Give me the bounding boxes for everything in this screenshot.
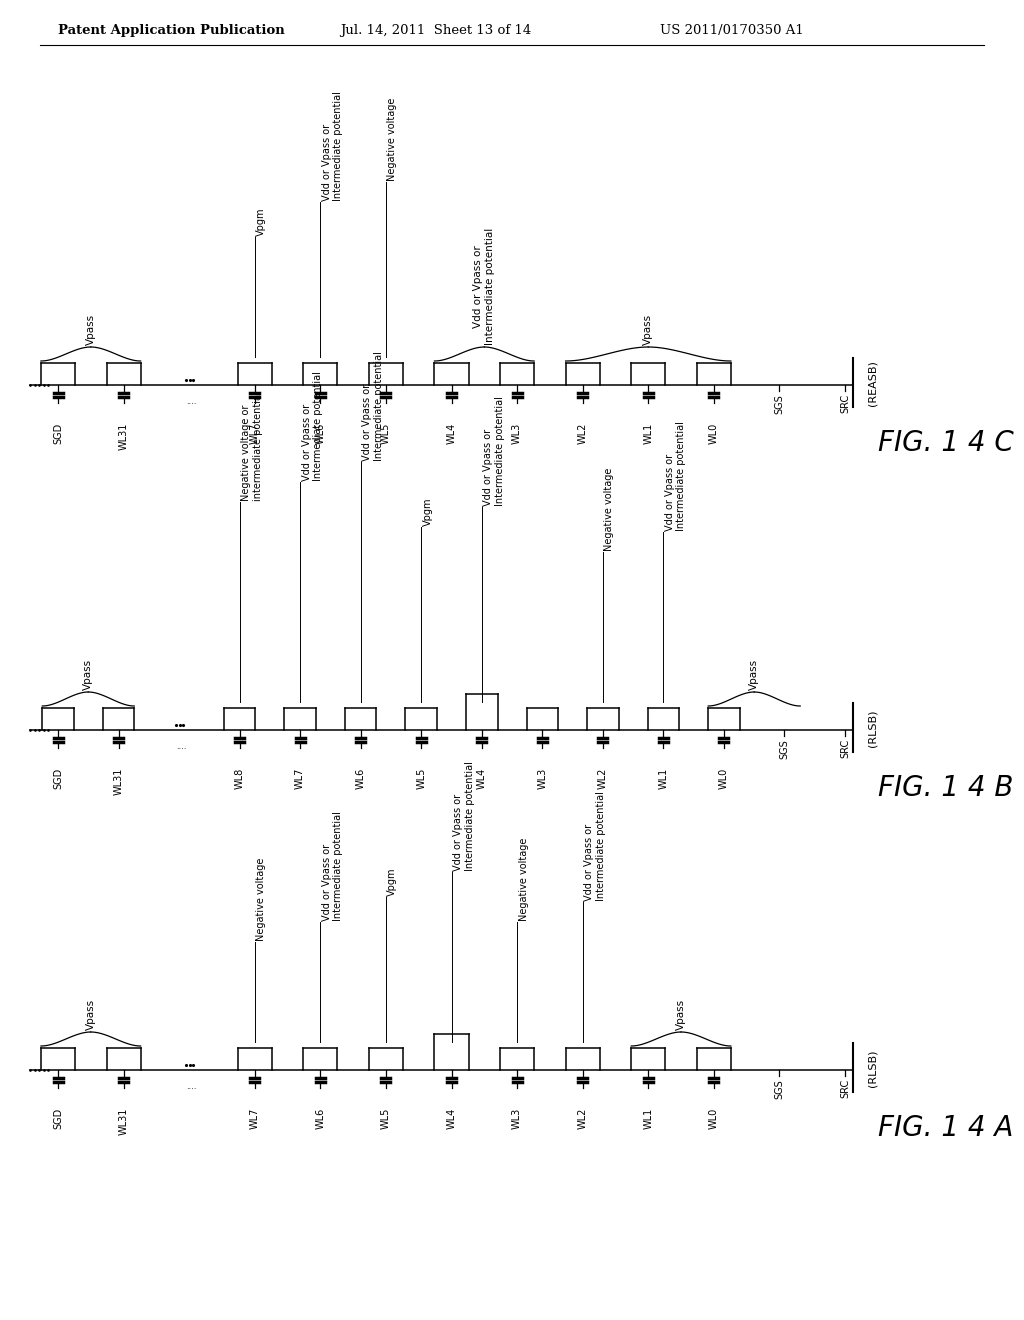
Text: Vdd or Vpass or
Intermediate potential: Vdd or Vpass or Intermediate potential bbox=[302, 371, 324, 480]
Text: ....: .... bbox=[186, 1082, 197, 1092]
Text: Vpgm: Vpgm bbox=[423, 498, 433, 525]
Text: SGD: SGD bbox=[53, 1107, 63, 1129]
Text: WL6: WL6 bbox=[315, 422, 326, 445]
Text: WL3: WL3 bbox=[512, 1107, 522, 1129]
Text: ....: .... bbox=[186, 397, 197, 407]
Text: WL7: WL7 bbox=[295, 768, 305, 789]
Text: Vdd or Vpass or
Intermediate potential: Vdd or Vpass or Intermediate potential bbox=[362, 351, 384, 461]
Text: Negative voltage: Negative voltage bbox=[518, 838, 528, 921]
Text: Vpgm: Vpgm bbox=[256, 207, 266, 236]
Text: Vpass: Vpass bbox=[83, 659, 93, 690]
Text: WL31: WL31 bbox=[119, 1107, 129, 1135]
Text: WL1: WL1 bbox=[643, 1107, 653, 1129]
Text: Negative voltage: Negative voltage bbox=[604, 467, 614, 550]
Text: Jul. 14, 2011  Sheet 13 of 14: Jul. 14, 2011 Sheet 13 of 14 bbox=[340, 24, 531, 37]
Text: SRC: SRC bbox=[840, 739, 850, 758]
Text: WL2: WL2 bbox=[598, 768, 608, 789]
Text: (RLSB): (RLSB) bbox=[867, 709, 877, 747]
Text: (REASB): (REASB) bbox=[867, 360, 877, 407]
Text: Vpass: Vpass bbox=[750, 659, 759, 690]
Text: ....: .... bbox=[176, 742, 186, 751]
Text: Vdd or Vpass or
Intermediate potential: Vdd or Vpass or Intermediate potential bbox=[584, 791, 606, 902]
Text: Vdd or Vpass or
Intermediate potential: Vdd or Vpass or Intermediate potential bbox=[483, 396, 505, 506]
Text: Vpass: Vpass bbox=[86, 314, 96, 345]
Text: (RLSB): (RLSB) bbox=[867, 1049, 877, 1086]
Text: WL4: WL4 bbox=[446, 422, 457, 445]
Text: Negative voltage: Negative voltage bbox=[387, 98, 397, 181]
Text: WL5: WL5 bbox=[381, 1107, 391, 1130]
Text: Vdd or Vpass or
Intermediate potential: Vdd or Vpass or Intermediate potential bbox=[453, 762, 474, 871]
Text: WL7: WL7 bbox=[250, 1107, 260, 1130]
Text: WL2: WL2 bbox=[578, 422, 588, 445]
Text: SGD: SGD bbox=[53, 422, 63, 445]
Text: Vpass: Vpass bbox=[643, 314, 653, 345]
Text: SGS: SGS bbox=[774, 1078, 784, 1098]
Text: Vpass: Vpass bbox=[86, 999, 96, 1030]
Text: Vdd or Vpass or
Intermediate potential: Vdd or Vpass or Intermediate potential bbox=[322, 91, 343, 201]
Text: FIG. 1 4 A: FIG. 1 4 A bbox=[878, 1114, 1014, 1142]
Text: SGS: SGS bbox=[779, 739, 790, 759]
Text: Patent Application Publication: Patent Application Publication bbox=[58, 24, 285, 37]
Text: WL5: WL5 bbox=[416, 768, 426, 789]
Text: WL31: WL31 bbox=[119, 422, 129, 450]
Text: WL3: WL3 bbox=[512, 422, 522, 445]
Text: WL31: WL31 bbox=[114, 768, 124, 796]
Text: WL4: WL4 bbox=[446, 1107, 457, 1129]
Text: Vdd or Vpass or
Intermediate potential: Vdd or Vpass or Intermediate potential bbox=[473, 228, 495, 345]
Text: WL5: WL5 bbox=[381, 422, 391, 445]
Text: WL0: WL0 bbox=[709, 422, 719, 445]
Text: US 2011/0170350 A1: US 2011/0170350 A1 bbox=[660, 24, 804, 37]
Text: WL2: WL2 bbox=[578, 1107, 588, 1130]
Text: WL4: WL4 bbox=[477, 768, 486, 789]
Text: WL0: WL0 bbox=[719, 768, 729, 789]
Text: WL1: WL1 bbox=[643, 422, 653, 445]
Text: WL0: WL0 bbox=[709, 1107, 719, 1129]
Text: Vdd or Vpass or
Intermediate potential: Vdd or Vpass or Intermediate potential bbox=[322, 810, 343, 921]
Text: SGS: SGS bbox=[774, 393, 784, 413]
Text: Vpass: Vpass bbox=[676, 999, 686, 1030]
Text: WL8: WL8 bbox=[234, 768, 245, 789]
Text: FIG. 1 4 C: FIG. 1 4 C bbox=[878, 429, 1014, 457]
Text: WL1: WL1 bbox=[658, 768, 669, 789]
Text: WL6: WL6 bbox=[355, 768, 366, 789]
Text: Vpgm: Vpgm bbox=[387, 867, 397, 896]
Text: SRC: SRC bbox=[840, 393, 850, 413]
Text: Negative voltage or
intermediate potential: Negative voltage or intermediate potenti… bbox=[241, 391, 263, 502]
Text: WL3: WL3 bbox=[538, 768, 547, 789]
Text: WL7: WL7 bbox=[250, 422, 260, 445]
Text: SRC: SRC bbox=[840, 1078, 850, 1098]
Text: WL6: WL6 bbox=[315, 1107, 326, 1129]
Text: Vdd or Vpass or
Intermediate potential: Vdd or Vpass or Intermediate potential bbox=[665, 421, 686, 531]
Text: SGD: SGD bbox=[53, 768, 63, 789]
Text: Negative voltage: Negative voltage bbox=[256, 858, 266, 941]
Text: FIG. 1 4 B: FIG. 1 4 B bbox=[878, 774, 1014, 803]
